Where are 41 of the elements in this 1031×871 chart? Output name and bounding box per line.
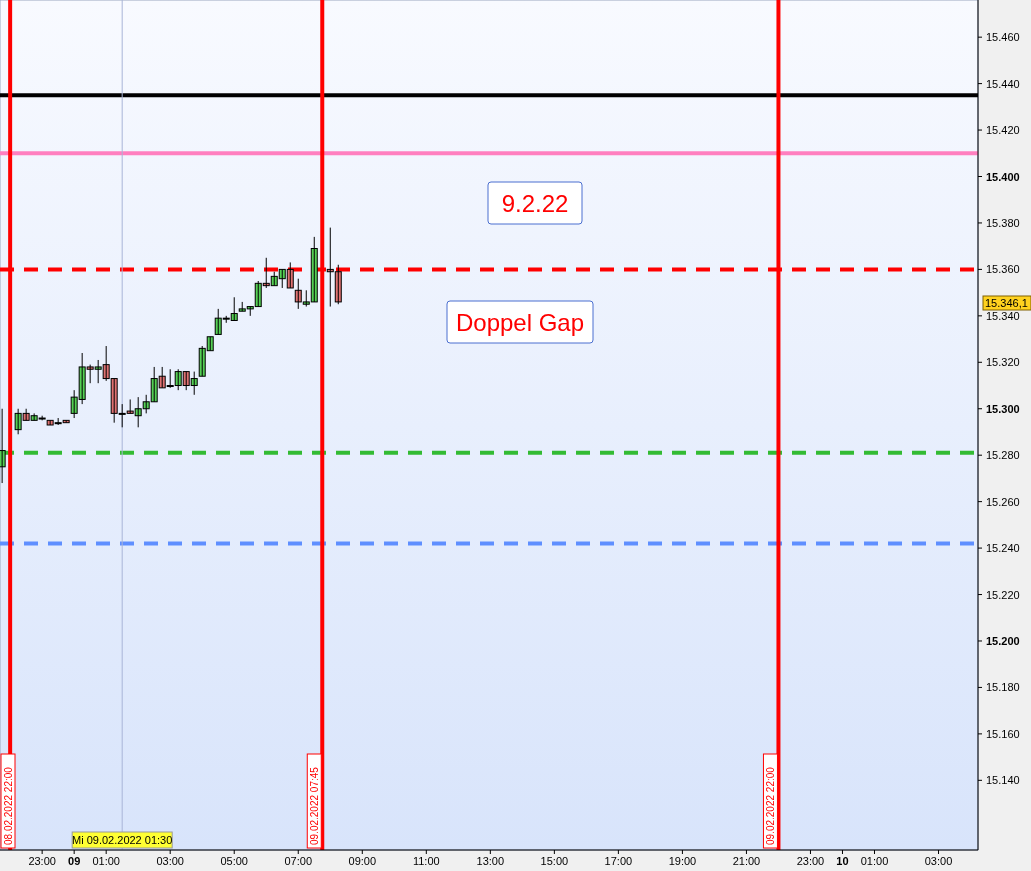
y-tick-label: 15.200 [986, 634, 1020, 647]
y-tick-label: 15.380 [986, 216, 1020, 229]
x-tick-label: 19:00 [668, 855, 697, 867]
y-tick-label: 15.440 [986, 77, 1020, 90]
y-tick-label: 15.140 [986, 774, 1020, 787]
x-tick-label: 11:00 [412, 855, 440, 867]
ref-line-label: 08.02.2022 22:00 [3, 766, 14, 845]
x-tick-label: 05:00 [220, 855, 248, 867]
y-tick-label: 15.420 [986, 124, 1020, 137]
x-tick-label: 15:00 [540, 855, 569, 867]
ref-line-label: 09.02.2022 22:00 [765, 766, 777, 845]
y-tick-label: 15.220 [986, 588, 1020, 601]
text: 15.346,1 [985, 297, 1028, 309]
annotation: Doppel Gap [455, 309, 585, 336]
x-tick-label: 01:00 [92, 855, 120, 867]
ref-line-label: Mi 09.02.2022 01:30 [72, 834, 173, 846]
x-tick-label: 07:00 [284, 855, 313, 867]
x-tick-label: 21:00 [732, 855, 761, 867]
x-tick-label: 09 [68, 855, 81, 867]
y-tick-label: 15.240 [986, 542, 1020, 555]
y-tick-label: 15.460 [986, 31, 1020, 44]
x-tick-label: 10 [836, 855, 849, 867]
x-tick-label: 03:00 [156, 855, 184, 867]
y-tick-label: 15.300 [986, 402, 1020, 415]
y-tick-label: 15.160 [986, 727, 1020, 740]
y-tick-label: 15.280 [986, 449, 1020, 462]
x-tick-label: 03:00 [924, 855, 953, 867]
ref-line-label: 09.02.2022 07:45 [309, 766, 321, 845]
x-tick-label: 17:00 [604, 855, 633, 867]
y-tick-label: 15.360 [986, 263, 1020, 276]
x-tick-label: 09:00 [348, 855, 377, 867]
y-tick-label: 15.260 [986, 495, 1020, 508]
x-tick-label: 23:00 [28, 855, 56, 867]
y-tick-label: 15.180 [986, 681, 1020, 694]
y-tick-label: 15.320 [986, 356, 1020, 369]
x-tick-label: 13:00 [476, 855, 505, 867]
x-tick-label: 23:00 [796, 855, 825, 867]
y-tick-label: 15.400 [986, 170, 1020, 183]
y-tick-label: 15.340 [986, 309, 1020, 322]
annotation: 9.2.22 [501, 190, 569, 217]
x-tick-label: 01:00 [860, 855, 889, 867]
